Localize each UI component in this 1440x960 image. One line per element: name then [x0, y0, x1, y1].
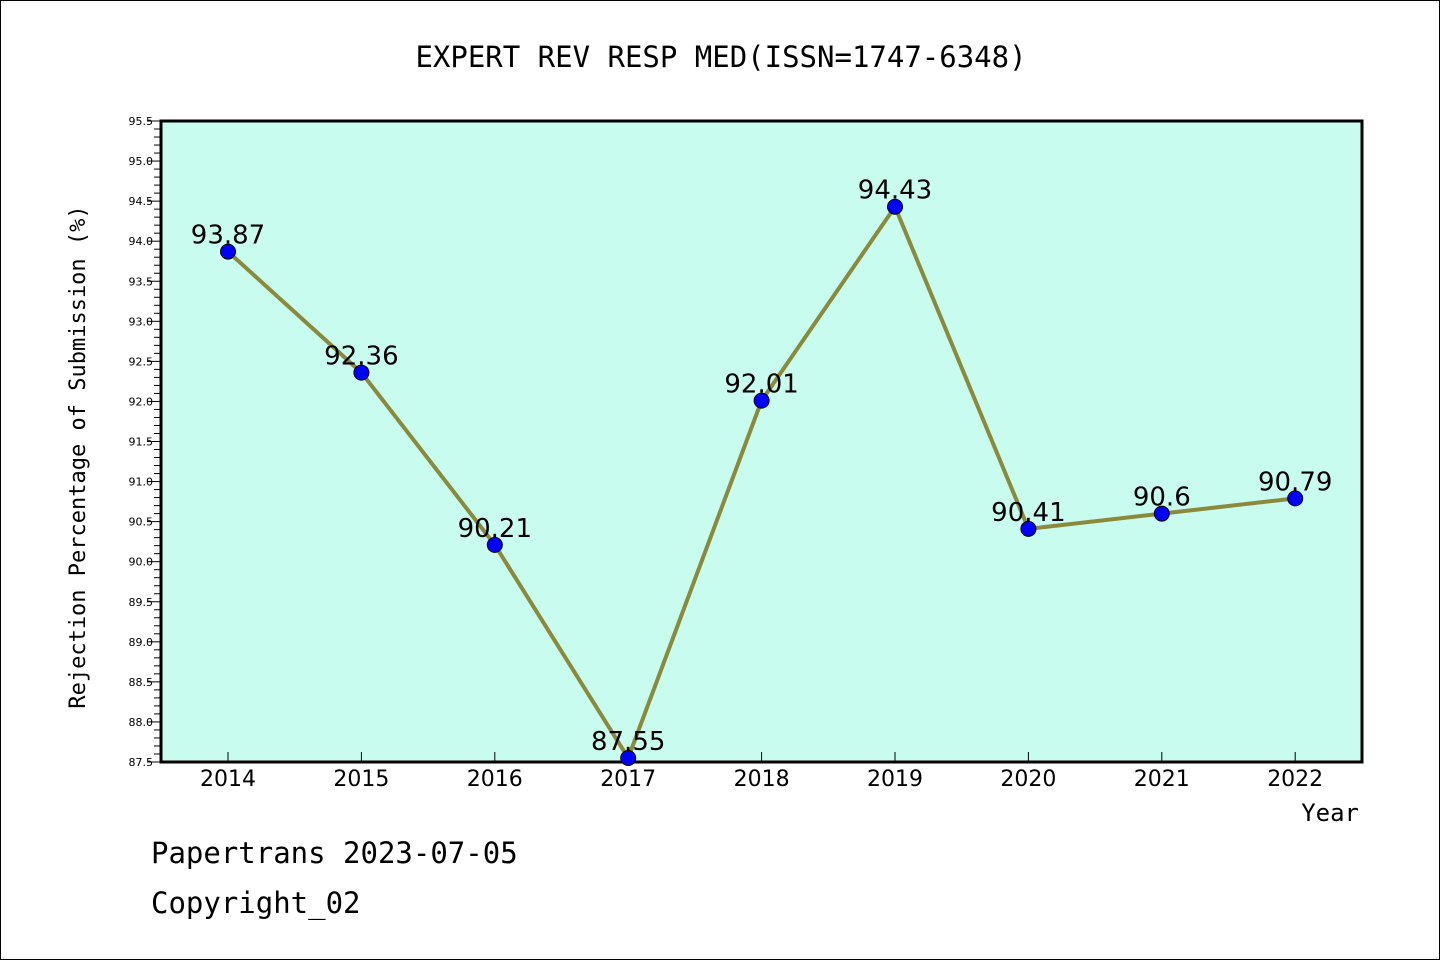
y-axis-label: Rejection Percentage of Submission (%) — [66, 205, 91, 708]
y-tick-label: 89.5 — [129, 596, 154, 609]
chart-title: EXPERT REV RESP MED(ISSN=1747-6348) — [415, 40, 1026, 74]
y-tick-label: 95.5 — [129, 115, 154, 128]
data-label: 92.36 — [324, 342, 398, 372]
data-point — [1287, 490, 1304, 507]
y-tick-label: 94.0 — [129, 235, 154, 248]
data-label: 92.01 — [724, 370, 798, 400]
data-point — [220, 243, 236, 260]
y-tick-label: 91.5 — [129, 436, 154, 449]
x-tick-label: 2018 — [734, 767, 790, 792]
y-tick-label: 88.0 — [129, 716, 154, 729]
series-layer — [220, 198, 1304, 766]
data-point — [620, 749, 637, 766]
data-label: 87.55 — [591, 727, 665, 757]
data-point — [887, 198, 903, 215]
y-tick-label: 93.0 — [129, 315, 154, 328]
data-point — [753, 392, 770, 409]
y-tick-label: 91.0 — [129, 476, 154, 489]
y-tick-label: 88.5 — [129, 676, 154, 689]
y-tick-label: 89.0 — [129, 636, 154, 649]
y-tick-label: 92.5 — [129, 355, 154, 368]
data-label: 90.79 — [1258, 467, 1332, 497]
data-label: 93.87 — [191, 221, 265, 251]
footer-copyright: Copyright_02 — [151, 886, 361, 920]
y-tick-label: 90.5 — [129, 516, 154, 529]
x-tick-label: 2015 — [333, 767, 389, 792]
data-labels: 93.87 92.36 90.21 87.55 92.01 94.43 90.41 90.6 9… — [191, 176, 1333, 757]
x-tick-label: 2016 — [467, 767, 523, 792]
data-point — [486, 536, 503, 553]
data-label: 90.41 — [991, 498, 1065, 528]
x-tick-label: 2022 — [1267, 767, 1323, 792]
data-label: 94.43 — [858, 176, 932, 206]
x-tick-label: 2019 — [867, 767, 923, 792]
x-tick-label: 2017 — [600, 767, 656, 792]
y-tick-label: 93.5 — [129, 275, 154, 288]
y-tick-label: 94.5 — [129, 195, 154, 208]
y-tick-label: 95.0 — [129, 155, 154, 168]
x-tick-label: 2020 — [1000, 767, 1056, 792]
x-tick-label: 2014 — [200, 767, 256, 792]
data-point — [1020, 520, 1037, 537]
y-tick-label: 87.5 — [129, 756, 154, 769]
x-tick-label: 2021 — [1134, 767, 1190, 792]
footer-date: Papertrans 2023-07-05 — [151, 836, 518, 870]
x-axis: 2014 2015 2016 2017 2018 2019 2020 2021 2022 — [200, 752, 1323, 792]
data-label: 90.6 — [1133, 483, 1191, 513]
data-point — [1153, 505, 1170, 522]
data-label: 90.21 — [458, 514, 532, 544]
y-tick-label: 90.0 — [129, 556, 154, 569]
data-point — [353, 364, 370, 381]
y-axis: 87.5 88.0 88.5 89.0 89.5 90.0 90.5 91.0 91.5 92.0… — [129, 115, 161, 769]
y-tick-label: 92.0 — [129, 395, 154, 408]
plot-area — [159, 119, 1364, 764]
x-axis-label: Year — [1301, 799, 1359, 827]
